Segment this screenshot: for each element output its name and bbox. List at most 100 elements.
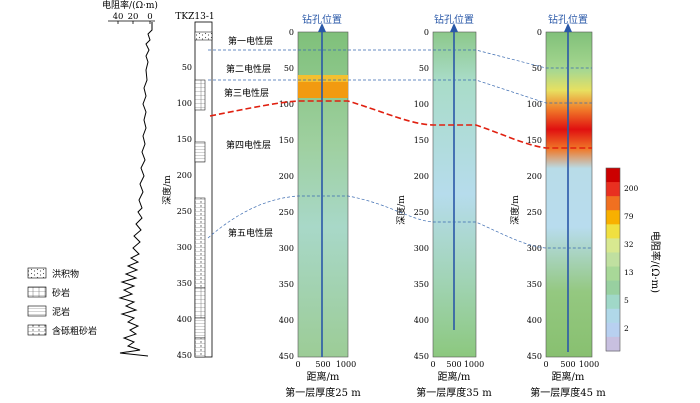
borehole-depth-ticks: 50 100 150 200 250 300 350 400 450 [177,63,192,360]
colorbar-ticks: 200 79 32 13 5 2 [624,184,639,333]
y-tick: 350 [414,280,429,289]
y-tick: 0 [537,28,542,37]
y-tick: 150 [414,136,429,145]
arrow-icon [450,23,458,32]
borehole-depth-tick: 350 [177,279,192,288]
colorbar-cell [606,238,620,253]
y-tick: 450 [279,352,294,361]
y-tick: 250 [527,208,542,217]
colorbar-cell [606,210,620,225]
x-tick: 0 [295,360,300,369]
x-tick: 500 [446,360,461,369]
colorbar-label: 电阻率/(Ω·m) [649,231,662,293]
arrow-icon [564,23,572,32]
y-tick: 300 [414,244,429,253]
y-tick: 200 [414,172,429,181]
y-tick: 50 [419,64,429,73]
colorbar-cell [606,266,620,282]
colorbar-cell [606,294,620,310]
borehole-depth-tick: 300 [177,243,192,252]
colorbar-frame [605,167,621,352]
y-tick: 200 [527,172,542,181]
colorbar-cell [606,224,620,239]
borehole-segment-sand [194,287,206,319]
x-axis-label: 距离/m [307,370,340,383]
legend-label: 泥岩 [52,306,70,318]
interface-line-red [209,100,592,149]
y-tick: 250 [279,208,294,217]
legend-swatch-sand [27,286,47,298]
y-tick: 50 [532,64,542,73]
y-axis-label: 深度/m [509,195,521,225]
panel-2-x-ticks: 0 500 1000 [430,360,484,369]
borehole-segment-gravel [194,337,206,358]
y-tick: 0 [289,28,294,37]
interface-lines [207,49,592,249]
layer-label: 第五电性层 [228,227,273,239]
colorbar-tick: 200 [624,184,639,193]
resistivity-log-tick-label: 0 [147,12,152,22]
panel-caption: 第一层厚度25 m [285,386,361,399]
legend-label: 含砾粗砂岩 [52,325,97,337]
borehole-depth-tick: 50 [182,63,192,72]
y-tick: 250 [414,208,429,217]
colorbar-cells [606,168,620,352]
panel-3-section [545,31,593,358]
y-tick: 400 [527,316,542,325]
y-tick: 100 [279,100,294,109]
y-tick: 350 [279,280,294,289]
colorbar-cell [606,252,620,268]
layer-label: 第一电性层 [228,35,273,47]
borehole-segment-mud [194,317,206,339]
legend-swatch-mud [27,305,47,317]
panel-2: 钻孔位置 深度/m 0 50 100 150 200 250 300 350 4… [395,13,492,399]
panel-1-high-res-core [298,82,348,98]
colorbar-cell [606,182,620,197]
panel-3: 钻孔位置 深度/m 0 50 100 150 200 250 300 350 4… [509,13,606,399]
colorbar-tick: 2 [624,324,629,333]
borehole-position-label: 钻孔位置 [302,13,342,26]
colorbar-cell [606,168,620,183]
panel-1: 钻孔位置 0 50 100 150 200 250 300 350 400 45… [279,13,361,399]
layer-label: 第四电性层 [226,139,271,151]
borehole-column: TKZ13-1 深度/m 50 100 150 200 250 300 350 … [161,12,273,360]
y-axis-label: 深度/m [395,195,407,225]
borehole-position-label: 钻孔位置 [434,13,474,26]
legend-swatch-flood [27,267,47,279]
panel-caption: 第一层厚度45 m [530,386,606,399]
arrow-icon [318,23,326,32]
borehole-name: TKZ13-1 [175,12,214,22]
colorbar-tick: 32 [624,240,634,249]
y-tick: 0 [424,28,429,37]
borehole-depth-tick: 100 [177,99,192,108]
borehole-depth-label: 深度/m [161,175,173,205]
x-axis-label: 距离/m [552,370,585,383]
borehole-depth-tick: 400 [177,315,192,324]
colorbar-cell [606,308,620,324]
borehole-segment-gravel [194,197,206,289]
panel-1-x-ticks: 0 500 1000 [295,360,356,369]
colorbar: 200 79 32 13 5 2 电阻率/(Ω·m) [605,167,662,352]
colorbar-tick: 5 [624,296,629,305]
y-tick: 150 [527,136,542,145]
colorbar-cell [606,280,620,296]
borehole-depth-tick: 250 [177,207,192,216]
y-tick: 100 [527,100,542,109]
layer-label: 第三电性层 [224,87,269,99]
y-tick: 300 [279,244,294,253]
x-tick: 1000 [464,360,484,369]
borehole-segment-flood [194,31,213,41]
electrical-layer-labels: 第一电性层 第二电性层 第三电性层 第四电性层 第五电性层 [224,35,273,239]
borehole-position-label: 钻孔位置 [548,13,588,26]
y-tick: 450 [414,352,429,361]
resistivity-log-tick-label: 40 [113,12,124,22]
panel-3-y-ticks: 0 50 100 150 200 250 300 350 400 450 [527,28,542,361]
interface-line-3 [207,195,592,249]
colorbar-cell [606,196,620,211]
borehole-depth-tick: 200 [177,171,192,180]
x-tick: 0 [430,360,435,369]
legend-label: 砂岩 [52,287,70,299]
panel-1-y-ticks: 0 50 100 150 200 250 300 350 400 450 [279,28,294,361]
y-tick: 400 [279,316,294,325]
x-tick: 500 [560,360,575,369]
